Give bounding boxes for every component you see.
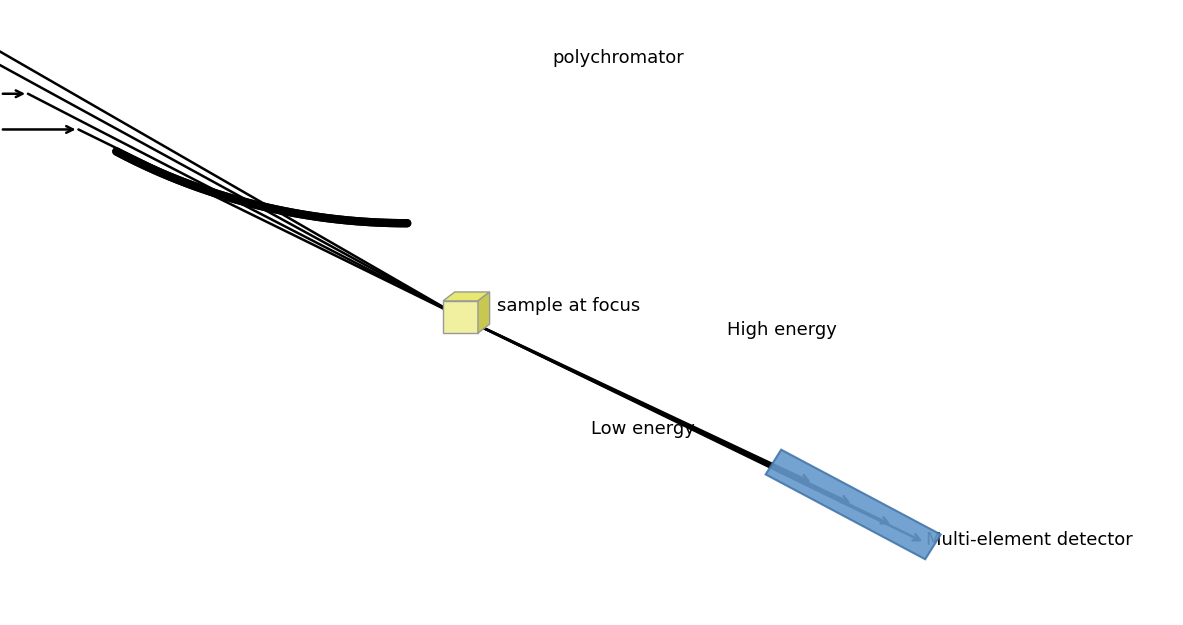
Text: sample at focus: sample at focus bbox=[497, 298, 641, 315]
Polygon shape bbox=[765, 449, 940, 559]
Polygon shape bbox=[444, 292, 490, 301]
Polygon shape bbox=[478, 292, 490, 333]
Text: High energy: High energy bbox=[728, 321, 838, 339]
Polygon shape bbox=[444, 301, 478, 333]
Text: Multi-element detector: Multi-element detector bbox=[926, 531, 1132, 549]
Text: Low energy: Low energy bbox=[592, 419, 696, 437]
Text: polychromator: polychromator bbox=[552, 49, 685, 67]
